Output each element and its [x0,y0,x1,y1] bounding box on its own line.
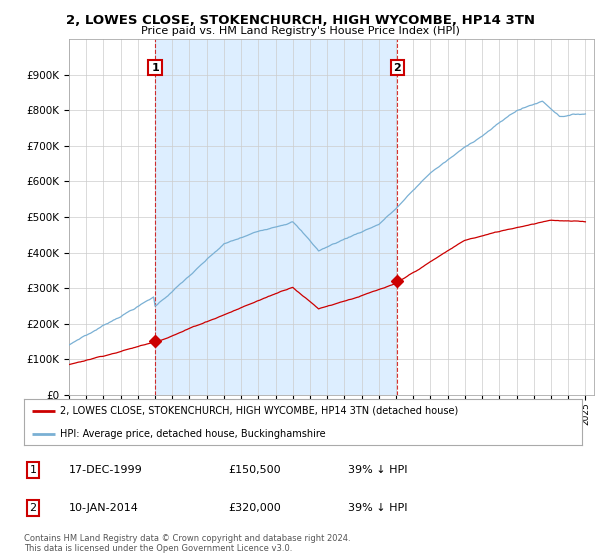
Text: 39% ↓ HPI: 39% ↓ HPI [348,465,407,475]
Text: 2: 2 [394,63,401,73]
Bar [155,39,397,395]
Text: 1: 1 [151,63,159,73]
Text: 2, LOWES CLOSE, STOKENCHURCH, HIGH WYCOMBE, HP14 3TN: 2, LOWES CLOSE, STOKENCHURCH, HIGH WYCOM… [65,14,535,27]
Text: 39% ↓ HPI: 39% ↓ HPI [348,503,407,513]
Text: 17-DEC-1999: 17-DEC-1999 [69,465,143,475]
Text: £320,000: £320,000 [228,503,281,513]
Text: 2, LOWES CLOSE, STOKENCHURCH, HIGH WYCOMBE, HP14 3TN (detached house): 2, LOWES CLOSE, STOKENCHURCH, HIGH WYCOM… [60,406,458,416]
Text: Price paid vs. HM Land Registry's House Price Index (HPI): Price paid vs. HM Land Registry's House … [140,26,460,36]
Text: 1: 1 [29,465,37,475]
Text: HPI: Average price, detached house, Buckinghamshire: HPI: Average price, detached house, Buck… [60,429,326,438]
Text: 10-JAN-2014: 10-JAN-2014 [69,503,139,513]
Text: £150,500: £150,500 [228,465,281,475]
Text: Contains HM Land Registry data © Crown copyright and database right 2024.
This d: Contains HM Land Registry data © Crown c… [24,534,350,553]
Text: 2: 2 [29,503,37,513]
